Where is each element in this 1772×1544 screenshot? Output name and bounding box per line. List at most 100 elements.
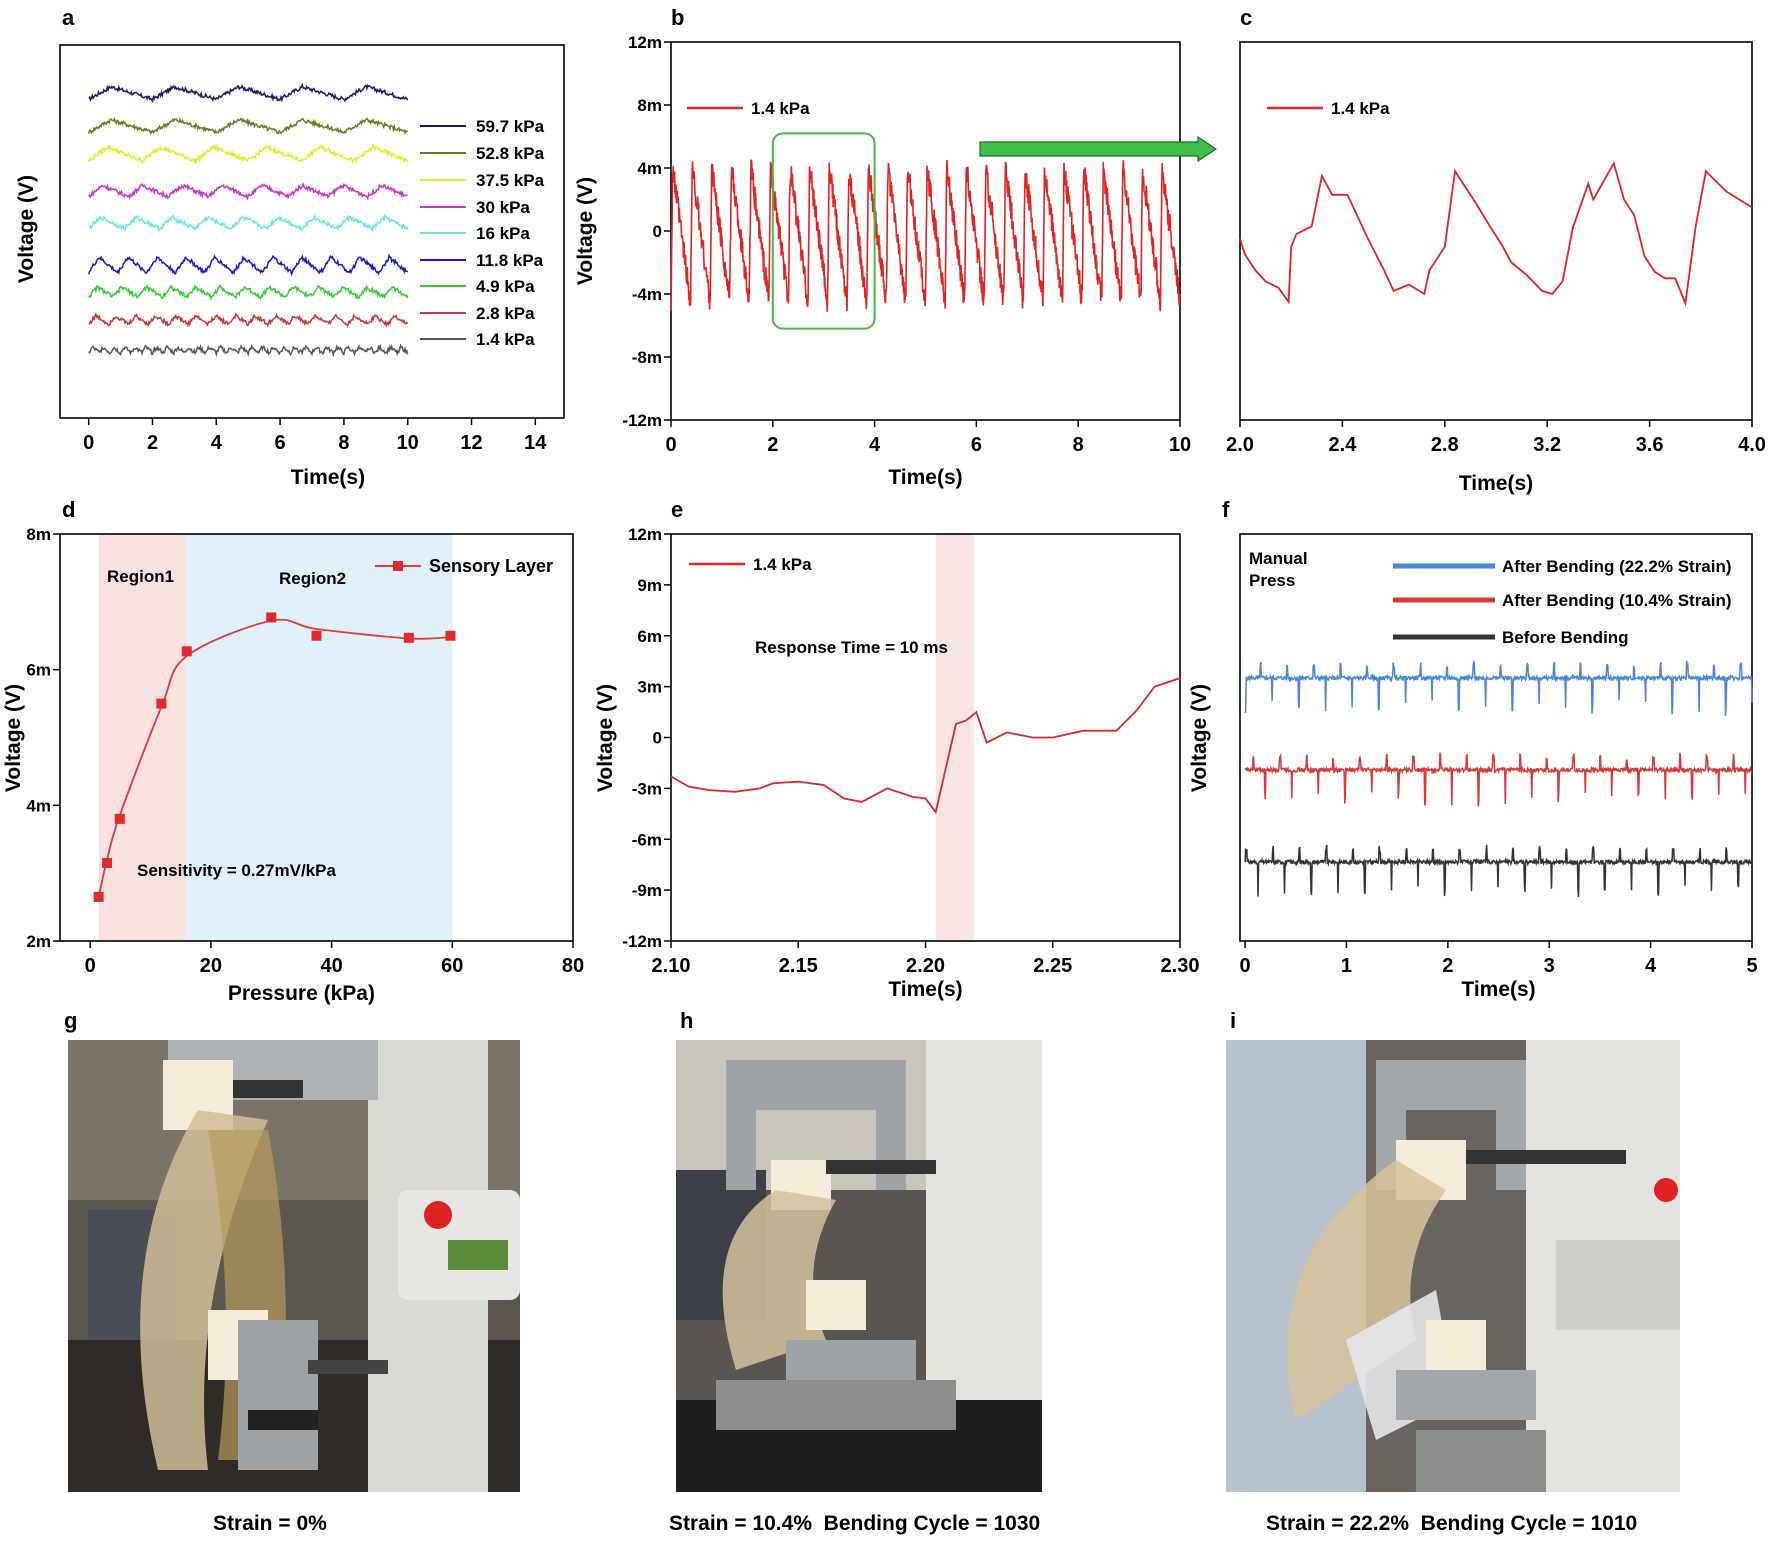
photo-g — [68, 1040, 520, 1492]
panel-e-xtick-label: 2.25 — [1033, 955, 1072, 977]
panel-a-series-line — [88, 283, 409, 301]
panel-f-series-line — [1244, 844, 1753, 897]
panel-f-manual-press-label: Press — [1249, 571, 1295, 590]
panel-f-series-line — [1244, 752, 1753, 807]
panel-d-ytick-label: 2m — [26, 932, 51, 951]
panel-a-series-line — [88, 82, 409, 104]
panel-b-ytick-label: 12m — [628, 33, 662, 52]
panel-d-data-point — [181, 646, 192, 657]
photo-h — [676, 1040, 1042, 1492]
panel-e-ytick-label: 3m — [637, 678, 662, 697]
panel-c-xtick-label: 2.4 — [1328, 434, 1357, 456]
zoom-arrow — [979, 135, 1218, 163]
panel-a-y-axis-label: Voltage (V) — [15, 175, 38, 283]
panel-d-data-point — [311, 630, 322, 641]
panel-label-i: i — [1230, 1008, 1236, 1033]
panel-a-xtick-label: 2 — [147, 432, 158, 454]
panel-d-xtick-label: 0 — [85, 955, 96, 977]
panel-f-series-line — [1244, 659, 1753, 716]
panel-a-xtick-label: 4 — [211, 432, 223, 454]
panel-e-response-shade — [935, 534, 974, 941]
panel-a-xtick-label: 8 — [338, 432, 349, 454]
panel-b-xtick-label: 10 — [1169, 434, 1191, 456]
panel-e-ytick-label: 6m — [637, 627, 662, 646]
panel-a-series-line — [88, 311, 409, 328]
panel-e-ytick-label: -9m — [632, 881, 662, 900]
panel-label-f: f — [1222, 497, 1230, 522]
panel-e-ytick-label: -12m — [622, 932, 662, 951]
panel-f-legend-label: After Bending (10.4% Strain) — [1502, 591, 1732, 610]
panel-label-g: g — [64, 1008, 77, 1033]
panel-d-x-axis-label: Pressure (kPa) — [228, 982, 375, 1005]
panel-a-legend-label: 52.8 kPa — [476, 144, 545, 163]
panel-e: 2.10 2.15 2.20 2.25 2.30 12m 9m 6m 3m 0 -3m -6m -9m -… — [594, 525, 1199, 1001]
panel-f-xtick-label: 4 — [1645, 955, 1657, 977]
panel-f-frame — [1239, 533, 1753, 942]
panel-e-ytick-label: 0 — [653, 729, 662, 748]
panel-d-region1-label: Region1 — [107, 567, 174, 586]
panel-c-xtick-label: 4.0 — [1738, 434, 1766, 456]
panel-a-xtick-label: 10 — [397, 432, 419, 454]
panel-d-data-point — [445, 630, 456, 641]
panel-e-frame — [670, 533, 1181, 942]
panel-d-data-point — [266, 612, 277, 623]
panel-e-x-axis-label: Time(s) — [888, 978, 962, 1001]
panel-a-legend-label: 2.8 kPa — [476, 304, 535, 323]
panel-e-legend-label: 1.4 kPa — [753, 555, 812, 574]
panel-d: 0 20 40 60 80 8m 6m 4m 2m Pressure (kPa) Voltage (… — [2, 525, 584, 1005]
panel-b-xtick-label: 4 — [869, 434, 881, 456]
panel-label-a: a — [62, 5, 75, 30]
panel-labels: a b c d e f g h i — [62, 5, 1252, 1033]
panel-d-y-axis-label: Voltage (V) — [2, 684, 25, 792]
panel-d-sensitivity-annotation: Sensitivity = 0.27mV/kPa — [137, 861, 336, 880]
panel-a-frame — [59, 44, 565, 419]
panel-d-region1-shade — [98, 534, 187, 941]
panel-d-legend-label: Sensory Layer — [429, 556, 553, 576]
panel-e-xtick-label: 2.30 — [1161, 955, 1200, 977]
panel-b-xtick-label: 2 — [767, 434, 778, 456]
panel-b-xtick-label: 6 — [971, 434, 982, 456]
panel-f-xtick-label: 0 — [1240, 955, 1251, 977]
panel-f-x-axis-label: Time(s) — [1461, 978, 1535, 1001]
tensile-tester-strongly-bent-sensor-photo — [1226, 1040, 1680, 1492]
panel-b: 0 2 4 6 8 10 12m 8m 4m 0 -4m -8m -12m Time(s) Voltage … — [574, 33, 1218, 489]
panel-d-data-point — [114, 813, 125, 824]
panel-c-x-axis-label: Time(s) — [1459, 472, 1533, 495]
panel-c-xtick-label: 3.2 — [1533, 434, 1561, 456]
panel-c-xtick-label: 3.6 — [1636, 434, 1664, 456]
panel-f-manual-press-label: Manual — [1249, 549, 1308, 568]
panel-d-ytick-label: 6m — [26, 661, 51, 680]
panel-a-legend-label: 30 kPa — [476, 198, 530, 217]
panel-b-ytick-label: -8m — [632, 348, 662, 367]
panel-a-legend-label: 59.7 kPa — [476, 117, 545, 136]
panel-label-h: h — [680, 1008, 693, 1033]
panel-c-series-line — [1239, 160, 1753, 307]
panel-d-data-point — [102, 857, 113, 868]
panel-a-xtick-label: 0 — [83, 432, 94, 454]
panel-d-xtick-label: 20 — [200, 955, 222, 977]
panel-a-legend-label: 11.8 kPa — [476, 251, 544, 270]
caption-h: Strain = 10.4% Bending Cycle = 1030 — [669, 1512, 1041, 1535]
panel-a: 0 2 4 6 8 10 12 14 Time(s) Voltage (V) 59.7 kPa 52.… — [15, 44, 565, 489]
panel-a-series-line — [88, 182, 408, 201]
panel-f-xtick-label: 1 — [1341, 955, 1352, 977]
panel-d-frame — [59, 533, 574, 942]
panel-b-ytick-label: 4m — [637, 159, 662, 178]
panel-a-series-line — [88, 143, 409, 165]
panel-e-ytick-label: -6m — [632, 830, 662, 849]
panel-d-xtick-label: 40 — [320, 955, 342, 977]
panel-e-xtick-label: 2.20 — [906, 955, 945, 977]
panel-b-highlight-box — [771, 132, 876, 330]
caption-i: Strain = 22.2% Bending Cycle = 1010 — [1266, 1512, 1638, 1535]
panel-b-y-axis-label: Voltage (V) — [574, 177, 597, 285]
panel-a-xtick-label: 12 — [460, 432, 482, 454]
panel-f-xtick-label: 2 — [1442, 955, 1453, 977]
panel-f-legend-label: After Bending (22.2% Strain) — [1502, 557, 1732, 576]
panel-a-series-line — [88, 213, 409, 233]
panel-a-legend-label: 37.5 kPa — [476, 171, 545, 190]
panel-a-legend-label: 16 kPa — [476, 224, 530, 243]
panel-b-xtick-label: 0 — [665, 434, 676, 456]
panel-b-ytick-label: 0 — [653, 222, 662, 241]
panel-f-y-axis-label: Voltage (V) — [1188, 684, 1211, 792]
